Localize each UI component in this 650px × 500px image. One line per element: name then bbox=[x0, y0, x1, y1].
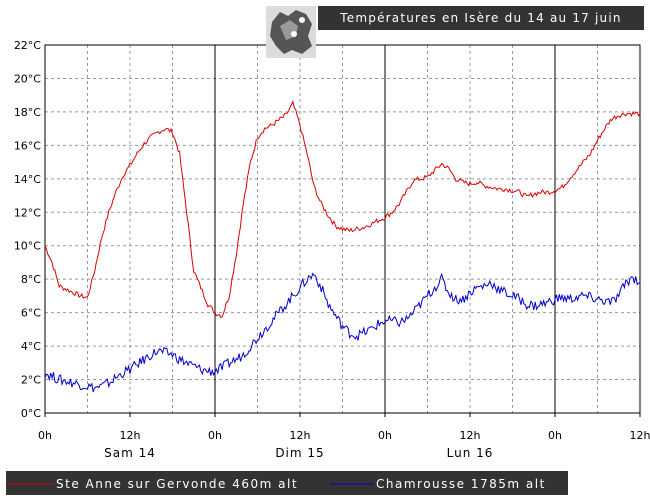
y-tick-label: 22°C bbox=[14, 39, 41, 52]
x-tick-label: 0h bbox=[378, 429, 392, 442]
x-tick-label: 12h bbox=[630, 429, 650, 442]
y-tick-label: 16°C bbox=[14, 139, 41, 152]
chart-title: Températures en Isère du 14 au 17 juin bbox=[318, 6, 644, 30]
grid bbox=[44, 44, 641, 414]
legend: Ste Anne sur Gervonde 460m alt Chamrouss… bbox=[6, 471, 568, 495]
series-line-ste-anne bbox=[44, 99, 641, 319]
y-tick-label: 8°C bbox=[21, 273, 41, 286]
chart-title-text: Températures en Isère du 14 au 17 juin bbox=[339, 11, 621, 25]
x-tick-label: 0h bbox=[38, 429, 52, 442]
x-tick-label: 12h bbox=[460, 429, 481, 442]
x-tick-label: 12h bbox=[290, 429, 311, 442]
day-labels: Sam 14 Dim 15 Lun 16 bbox=[104, 446, 494, 460]
y-axis: 0°C 2°C 4°C 6°C 8°C 10°C 12°C 14°C 16°C 18°C 20°C 2… bbox=[14, 39, 41, 420]
y-tick-label: 6°C bbox=[21, 307, 41, 320]
x-tick-label: 0h bbox=[208, 429, 222, 442]
y-tick-label: 10°C bbox=[14, 240, 41, 253]
series-line-chamrousse bbox=[44, 272, 641, 393]
x-tick-label: 0h bbox=[548, 429, 562, 442]
y-tick-label: 0°C bbox=[21, 407, 41, 420]
x-tick-label: 12h bbox=[120, 429, 141, 442]
plot-frame bbox=[44, 44, 641, 414]
y-tick-label: 14°C bbox=[14, 173, 41, 186]
y-tick-label: 18°C bbox=[14, 106, 41, 119]
legend-label-ste-anne: Ste Anne sur Gervonde 460m alt bbox=[56, 477, 298, 491]
y-tick-label: 4°C bbox=[21, 340, 41, 353]
day-label: Sam 14 bbox=[104, 446, 156, 460]
series-lines bbox=[44, 99, 641, 393]
y-tick-label: 2°C bbox=[21, 374, 41, 387]
x-axis: 0h 12h 0h 12h 0h 12h 0h 12h bbox=[38, 413, 650, 442]
legend-box bbox=[6, 471, 568, 495]
y-tick-label: 12°C bbox=[14, 206, 41, 219]
isere-map-logo bbox=[266, 6, 316, 58]
y-tick-label: 20°C bbox=[14, 72, 41, 85]
legend-label-chamrousse: Chamrousse 1785m alt bbox=[376, 477, 546, 491]
day-label: Lun 16 bbox=[447, 446, 494, 460]
day-label: Dim 15 bbox=[275, 446, 324, 460]
